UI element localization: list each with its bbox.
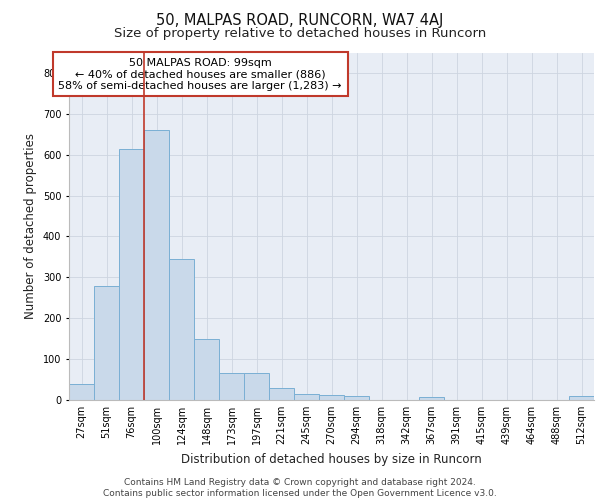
X-axis label: Distribution of detached houses by size in Runcorn: Distribution of detached houses by size … (181, 452, 482, 466)
Bar (194, 340, 219, 400)
Bar (119, 148, 144, 400)
Bar (294, 394, 319, 400)
Bar (94, 286, 119, 400)
Bar (344, 396, 369, 400)
Bar (144, 130, 169, 400)
Bar (244, 374, 269, 400)
Bar (219, 374, 244, 400)
Text: 50, MALPAS ROAD, RUNCORN, WA7 4AJ: 50, MALPAS ROAD, RUNCORN, WA7 4AJ (157, 12, 443, 28)
Y-axis label: Number of detached properties: Number of detached properties (25, 133, 37, 320)
Text: 50 MALPAS ROAD: 99sqm
← 40% of detached houses are smaller (886)
58% of semi-det: 50 MALPAS ROAD: 99sqm ← 40% of detached … (59, 58, 342, 91)
Bar (319, 395, 344, 400)
Text: Size of property relative to detached houses in Runcorn: Size of property relative to detached ho… (114, 28, 486, 40)
Bar (419, 396, 444, 400)
Bar (269, 388, 294, 400)
Text: Contains HM Land Registry data © Crown copyright and database right 2024.
Contai: Contains HM Land Registry data © Crown c… (103, 478, 497, 498)
Bar (169, 259, 194, 400)
Bar (569, 396, 594, 400)
Bar (69, 384, 94, 400)
